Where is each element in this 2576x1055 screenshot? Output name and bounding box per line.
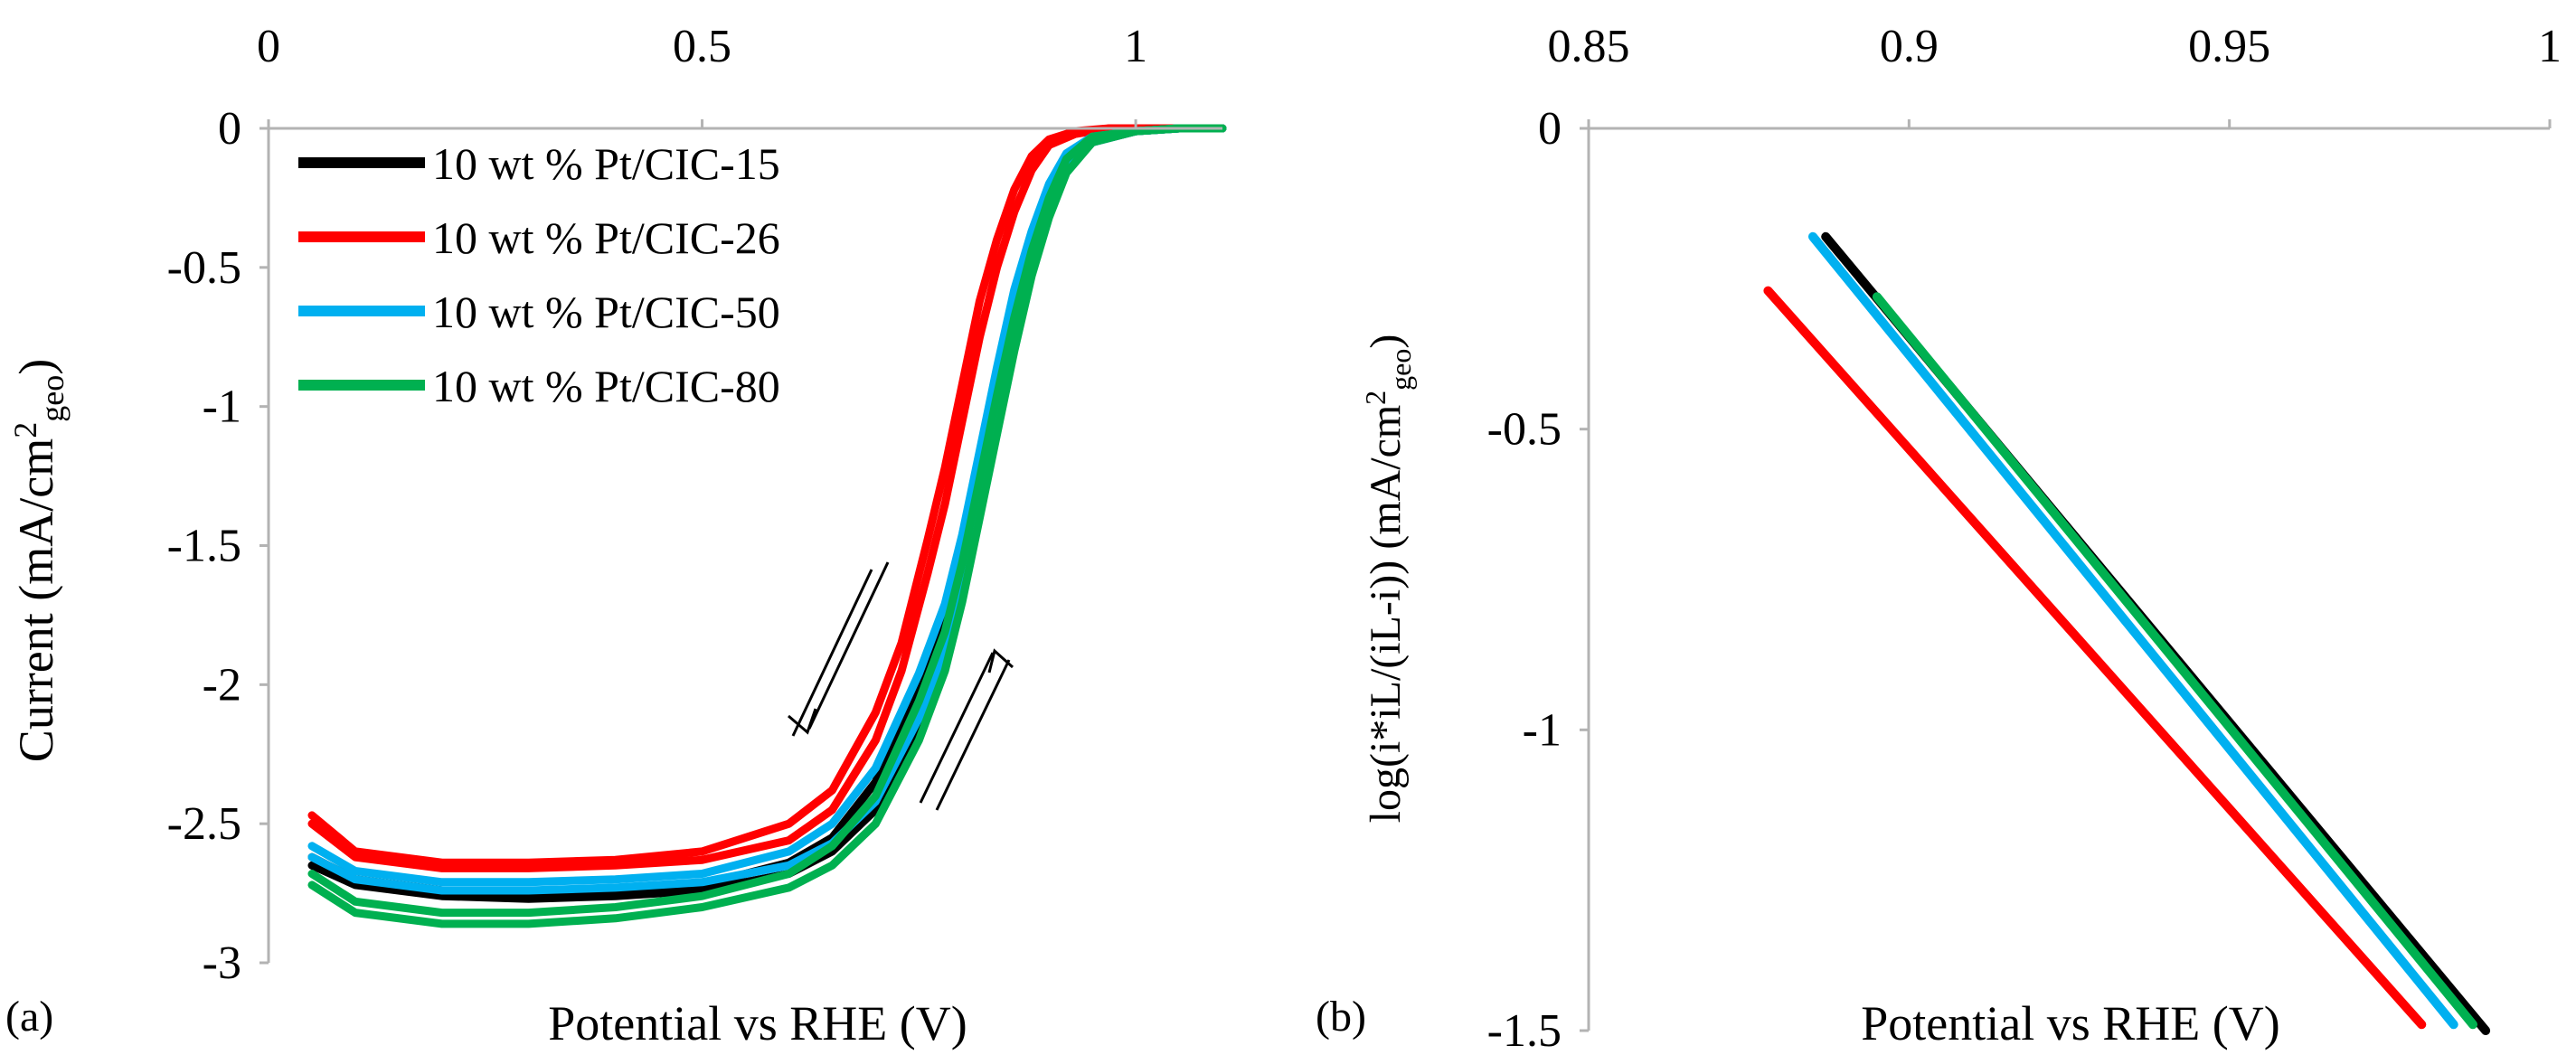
legend-label-cic-50: 10 wt % Pt/CIC-50: [432, 287, 780, 337]
panel-b-y-tick-label: -1: [1523, 704, 1562, 756]
panel-a-plot-area: [307, 124, 1227, 928]
panel-a-x-tick-label: 0.5: [673, 21, 731, 72]
panel-b-x-tick-label: 1: [2538, 21, 2562, 72]
panel-a-y-tick-label: -2.5: [167, 798, 241, 850]
panel-a-y-axis-title: Current (mA/cm2geo): [7, 359, 71, 762]
series-line-10-wt-pt-cic-80: [307, 124, 1227, 928]
panel-a-y-tick-label: -1.5: [167, 521, 241, 572]
panel-a-y-tick-label: 0: [218, 103, 241, 155]
panel-b-x-axis-title: Potential vs RHE (V): [1861, 996, 2279, 1050]
panel-a-y-tick-label: -0.5: [167, 242, 241, 294]
panel-b-y-tick-label: 0: [1538, 103, 1562, 155]
panel-b-plot-area: [1763, 231, 2491, 1035]
panel-a: 0 0.5 1 0-0.5-1-1.5-2-2.5-3 Potential vs R…: [5, 21, 1227, 1050]
tafel-line-10-wt-pt-cic-80: [1872, 292, 2477, 1030]
tafel-line-10-wt-pt-cic-50: [1808, 231, 2458, 1030]
panel-a-y-tick-label: -1: [203, 381, 241, 433]
panel-a-x-axis-title: Potential vs RHE (V): [548, 996, 967, 1050]
panel-a-x-tick-label: 1: [1124, 21, 1147, 72]
panel-b-x-tick-label: 0.95: [2188, 21, 2270, 72]
panel-b-x-tick-label: 0.9: [1880, 21, 1939, 72]
panel-b-y-ticks: 0 -0.5 -1 -1.5: [1487, 103, 1589, 1055]
panel-b-x-ticks: 0.85 0.9 0.95 1: [1548, 21, 2562, 128]
panel-b-y-axis-title: log(i*iL/(iL-i)) (mA/cm2geo): [1359, 334, 1417, 824]
panel-a-x-ticks: 0 0.5 1: [257, 21, 1147, 128]
panel-a-label: (a): [5, 993, 53, 1041]
cathodic-scan-arrow: [788, 561, 890, 737]
legend-label-cic-26: 10 wt % Pt/CIC-26: [432, 212, 780, 263]
legend-label-cic-15: 10 wt % Pt/CIC-15: [432, 138, 780, 189]
panel-a-x-tick-label: 0: [257, 21, 280, 72]
anodic-scan-arrow: [919, 648, 1014, 811]
panel-b-y-tick-label: -1.5: [1487, 1005, 1562, 1055]
panel-a-y-tick-label: -3: [203, 937, 241, 989]
panel-a-y-tick-label: -2: [203, 659, 241, 711]
panel-b-y-tick-label: -0.5: [1487, 404, 1562, 456]
series-line-return-10-wt-pt-cic-26: [307, 124, 1227, 867]
scan-direction-arrows: [788, 561, 1014, 811]
panel-b: 0.85 0.9 0.95 1 0 -0.5 -1 -1.5 Potential vs RH…: [1316, 21, 2562, 1055]
tafel-line-10-wt-pt-cic-26: [1763, 286, 2427, 1030]
series-line-return-10-wt-pt-cic-80: [307, 124, 1227, 918]
panel-b-x-tick-label: 0.85: [1548, 21, 1630, 72]
legend-label-cic-80: 10 wt % Pt/CIC-80: [432, 361, 780, 411]
panel-b-label: (b): [1316, 993, 1366, 1041]
panel-a-y-ticks: 0 -0.5 -1 -1.5 -2 -2.5 -3: [167, 103, 269, 989]
panel-a-legend: 10 wt % Pt/CIC-15 10 wt % Pt/CIC-26 10 w…: [298, 138, 780, 411]
